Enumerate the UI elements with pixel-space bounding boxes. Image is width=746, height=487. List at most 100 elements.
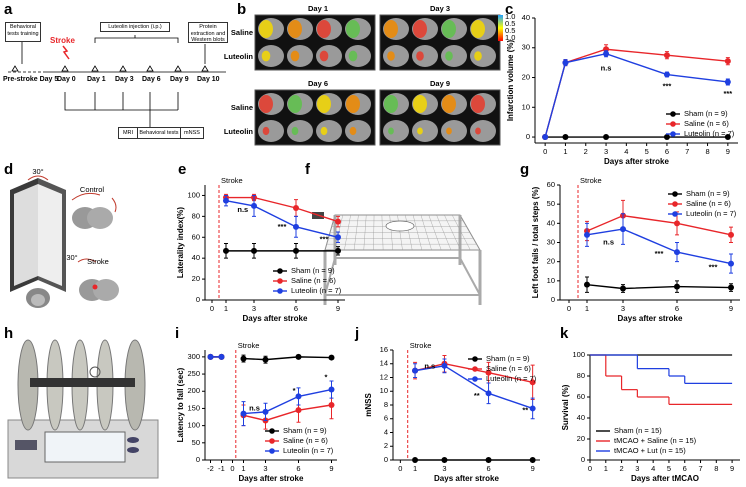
day-label: Day 1	[87, 76, 106, 83]
data-point	[603, 134, 610, 141]
x-axis-label: Days after stroke	[243, 314, 308, 323]
series-line	[586, 228, 732, 265]
y-tick-label: 20	[547, 257, 555, 266]
panel-label: e	[178, 161, 186, 178]
corner-test-illustration	[10, 175, 119, 308]
stroke-label: Stroke	[50, 36, 75, 45]
data-point	[293, 205, 299, 211]
x-tick-label: 0	[543, 147, 547, 156]
panel-label: j	[354, 325, 359, 342]
grid-walk-cage	[312, 212, 482, 305]
panel-label: i	[175, 325, 179, 342]
brain-slice	[412, 45, 438, 67]
data-point	[251, 247, 257, 254]
panel-label: f	[305, 161, 311, 178]
x-tick-label: 8	[714, 464, 718, 473]
y-axis-label: mNSS	[364, 393, 373, 417]
y-tick-label: 2	[384, 441, 388, 450]
lesion	[291, 126, 299, 136]
lesion	[384, 20, 398, 38]
legend-label: Sham (n = 9)	[291, 266, 335, 275]
x-tick-label: 6	[294, 304, 298, 313]
lesion	[288, 95, 302, 113]
legend-marker	[670, 111, 676, 117]
y-tick-label: 20	[577, 434, 585, 443]
lesion	[262, 126, 270, 136]
significance: n.s	[237, 205, 248, 214]
x-tick-label: 7	[685, 147, 689, 156]
legend-label: Luteolin (n = 7)	[283, 446, 334, 455]
brain-slice	[383, 45, 409, 67]
y-tick-label: 60	[192, 232, 200, 241]
panel-label: h	[4, 325, 13, 342]
legend-label: Saline (n = 6)	[291, 276, 336, 285]
significance: *	[293, 386, 296, 395]
series-line	[210, 356, 332, 361]
stroke-label: Stroke	[410, 341, 432, 350]
x-tick-label: 9	[730, 464, 734, 473]
y-tick-label: 150	[187, 403, 200, 412]
x-tick-label: 0	[567, 304, 571, 313]
x-tick-label: 5	[645, 147, 649, 156]
x-tick-label: 6	[296, 464, 300, 473]
y-tick-label: 0	[551, 295, 555, 304]
series-line	[225, 199, 339, 238]
data-point	[262, 356, 269, 363]
data-point	[485, 390, 492, 397]
significance: n.s	[424, 361, 435, 370]
x-tick-label: 2	[584, 147, 588, 156]
y-tick-label: 80	[192, 211, 200, 220]
lesion	[261, 50, 271, 62]
x-tick-label: 8	[705, 147, 709, 156]
data-point	[328, 386, 335, 393]
data-point	[674, 249, 680, 256]
data-point	[728, 231, 734, 238]
x-tick-label: 0	[210, 304, 214, 313]
significance: ***	[709, 262, 718, 271]
x-axis-label: Days after stroke	[434, 474, 499, 483]
significance: **	[474, 391, 480, 400]
mri-images	[254, 14, 503, 146]
y-axis-label: Laterality index(%)	[176, 207, 185, 278]
panel-label: a	[4, 1, 13, 18]
y-tick-label: 0	[384, 455, 388, 464]
legend-label: Sham (n = 9)	[283, 426, 327, 435]
brain-slice	[345, 45, 371, 67]
y-axis-label: Latency to fall (sec)	[176, 367, 185, 442]
y-tick-label: 60	[547, 180, 555, 189]
series-line	[414, 363, 533, 383]
significance: *	[325, 372, 328, 381]
rotarod-apparatus	[7, 339, 159, 479]
lesion	[290, 50, 300, 62]
brain-slice	[258, 45, 284, 67]
y-tick-label: 10	[380, 386, 388, 395]
data-point	[223, 247, 229, 254]
training-box: Behavioral tests training	[5, 22, 41, 42]
lesion	[346, 95, 360, 113]
x-tick-label: 9	[531, 464, 535, 473]
lesion	[320, 126, 328, 136]
data-point	[603, 50, 610, 57]
x-tick-label: 1	[604, 464, 608, 473]
data-point	[328, 402, 335, 408]
lesion	[416, 51, 424, 61]
brain-slice	[441, 120, 467, 142]
legend-label: Luteolin (n = 7)	[686, 209, 737, 218]
lesion	[388, 127, 394, 135]
y-tick-label: 30	[522, 43, 530, 52]
brain-slice	[316, 120, 342, 142]
legend-label: Sham (n = 9)	[684, 109, 728, 118]
data-point	[620, 285, 626, 292]
legend-label: tMCAO + Lut (n = 15)	[614, 446, 686, 455]
x-axis-label: Days after stroke	[604, 157, 669, 166]
y-axis-label: Left foot fails / total steps (%)	[531, 186, 540, 298]
y-tick-label: 0	[526, 132, 530, 141]
lesion	[317, 95, 331, 113]
x-tick-label: -2	[207, 464, 214, 473]
y-tick-label: 12	[380, 372, 388, 381]
data-point	[485, 457, 492, 463]
colorbar-label: 0.5	[505, 26, 515, 35]
colorbar-label: 1.0	[505, 33, 515, 42]
injection-box: Luteolin injection (i.p.)	[100, 22, 170, 32]
y-axis-label: Survival (%)	[561, 384, 570, 430]
